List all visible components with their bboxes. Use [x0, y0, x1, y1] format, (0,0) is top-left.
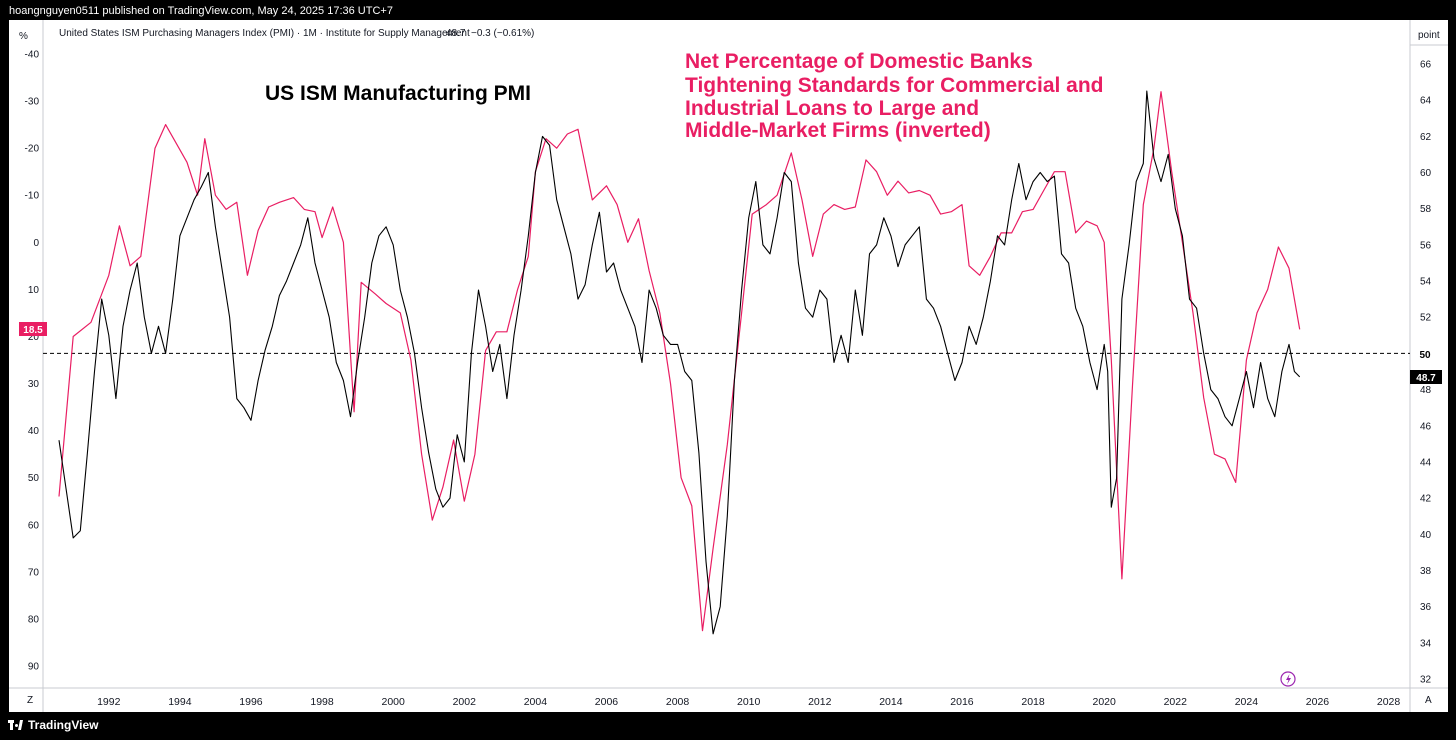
publish-info-text: hoangnguyen0511 published on TradingView…	[9, 5, 393, 17]
left-badge-text: 18.5	[23, 325, 43, 336]
left-tick-label: -10	[25, 191, 40, 202]
legend-symbol[interactable]: United States ISM Purchasing Managers In…	[59, 28, 470, 39]
right-axis: 66 64 62 60 58 56 54 52 50 48 46 44 42 40 38 36 34 32	[1420, 60, 1432, 686]
right-tick-label: 42	[1420, 494, 1432, 505]
left-tick-label: 60	[28, 520, 40, 531]
right-tick-label: 48	[1420, 385, 1432, 396]
x-tick-label: 2028	[1377, 696, 1401, 708]
left-tick-label: 90	[28, 662, 40, 673]
right-last-text: 48.7	[1416, 373, 1436, 384]
right-tick-label: 40	[1420, 530, 1432, 541]
left-tick-label: 30	[28, 379, 40, 390]
right-tick-label: 36	[1420, 602, 1432, 613]
corner-right-label[interactable]: A	[1425, 695, 1432, 706]
chart-frame[interactable]: % point United States ISM Purchasing Man…	[9, 20, 1448, 712]
right-tick-label: 38	[1420, 566, 1432, 577]
x-tick-label: 2014	[879, 696, 903, 708]
footer-bar: TradingView	[0, 712, 1456, 740]
tradingview-brand-text: TradingView	[28, 718, 99, 732]
legend-change: −0.3 (−0.61%)	[471, 28, 534, 39]
legend-last-value: 48.7	[446, 28, 466, 39]
tradingview-mark-icon	[8, 720, 23, 730]
right-tick-label: 46	[1420, 421, 1432, 432]
x-tick-label: 2016	[950, 696, 974, 708]
right-tick-label: 32	[1420, 675, 1432, 686]
x-tick-label: 1996	[239, 696, 263, 708]
x-tick-label: 2008	[666, 696, 690, 708]
left-tick-label: 20	[28, 332, 40, 343]
x-tick-label: 2000	[381, 696, 405, 708]
x-tick-label: 2002	[453, 696, 477, 708]
left-tick-label: -40	[25, 50, 40, 61]
x-tick-label: 2020	[1092, 696, 1116, 708]
right-tick-label: 34	[1420, 638, 1432, 649]
x-tick-label: 2010	[737, 696, 761, 708]
right-axis-unit: point	[1418, 30, 1440, 41]
left-tick-label: 80	[28, 614, 40, 625]
left-tick-label: -20	[25, 144, 40, 155]
x-axis: 1992 1994 1996 1998 2000 2002 2004 2006 2008 2010…	[97, 696, 1400, 708]
right-tick-label: 52	[1420, 313, 1432, 324]
corner-left-label[interactable]: Z	[27, 695, 33, 706]
right-tick-label: 62	[1420, 132, 1432, 143]
series-line-banks-inverted	[58, 91, 1301, 632]
right-tick-label: 54	[1420, 277, 1432, 288]
x-tick-label: 1998	[310, 696, 334, 708]
left-tick-label: 50	[28, 473, 40, 484]
x-tick-label: 2006	[595, 696, 619, 708]
series-line-pmi	[58, 90, 1301, 635]
x-tick-label: 1994	[168, 696, 192, 708]
lightning-icon[interactable]	[1280, 671, 1296, 687]
right-tick-label: 66	[1420, 60, 1432, 71]
left-tick-label: 70	[28, 567, 40, 578]
left-tick-label: 40	[28, 426, 40, 437]
bank-title-line-4: Middle-Market Firms (inverted)	[685, 119, 991, 142]
right-tick-label: 58	[1420, 204, 1432, 215]
left-axis-unit: %	[19, 31, 28, 42]
right-tick-label: 64	[1420, 96, 1432, 107]
x-tick-label: 2012	[808, 696, 832, 708]
left-axis: -40 -30 -20 -10 0 10 20 30 40 50 60 70 80 90	[25, 50, 40, 673]
plot-area	[58, 90, 1301, 635]
right-tick-label: 56	[1420, 240, 1432, 251]
x-tick-label: 1992	[97, 696, 121, 708]
bank-title-line-3: Industrial Loans to Large and	[685, 97, 979, 120]
pmi-title-annotation: US ISM Manufacturing PMI	[265, 82, 531, 105]
x-tick-label: 2026	[1306, 696, 1330, 708]
left-value-badge: 18.5	[19, 322, 47, 336]
x-tick-label: 2022	[1164, 696, 1188, 708]
left-tick-label: 0	[33, 238, 39, 249]
right-last-badge: 48.7	[1410, 370, 1442, 384]
x-tick-label: 2004	[524, 696, 548, 708]
right-tick-label: 60	[1420, 168, 1432, 179]
tradingview-logo[interactable]: TradingView	[8, 718, 98, 732]
publish-header: hoangnguyen0511 published on TradingView…	[0, 0, 1456, 20]
x-tick-label: 2024	[1235, 696, 1259, 708]
right-tick-label: 44	[1420, 457, 1432, 468]
right-fifty-badge: 50	[1412, 347, 1438, 361]
x-tick-label: 2018	[1021, 696, 1045, 708]
left-tick-label: 10	[28, 285, 40, 296]
right-fifty-text: 50	[1419, 350, 1431, 361]
bank-title-line-2: Tightening Standards for Commercial and	[685, 74, 1104, 97]
chart-svg[interactable]: % point United States ISM Purchasing Man…	[9, 20, 1448, 712]
bank-title-line-1: Net Percentage of Domestic Banks	[685, 50, 1033, 73]
left-tick-label: -30	[25, 97, 40, 108]
